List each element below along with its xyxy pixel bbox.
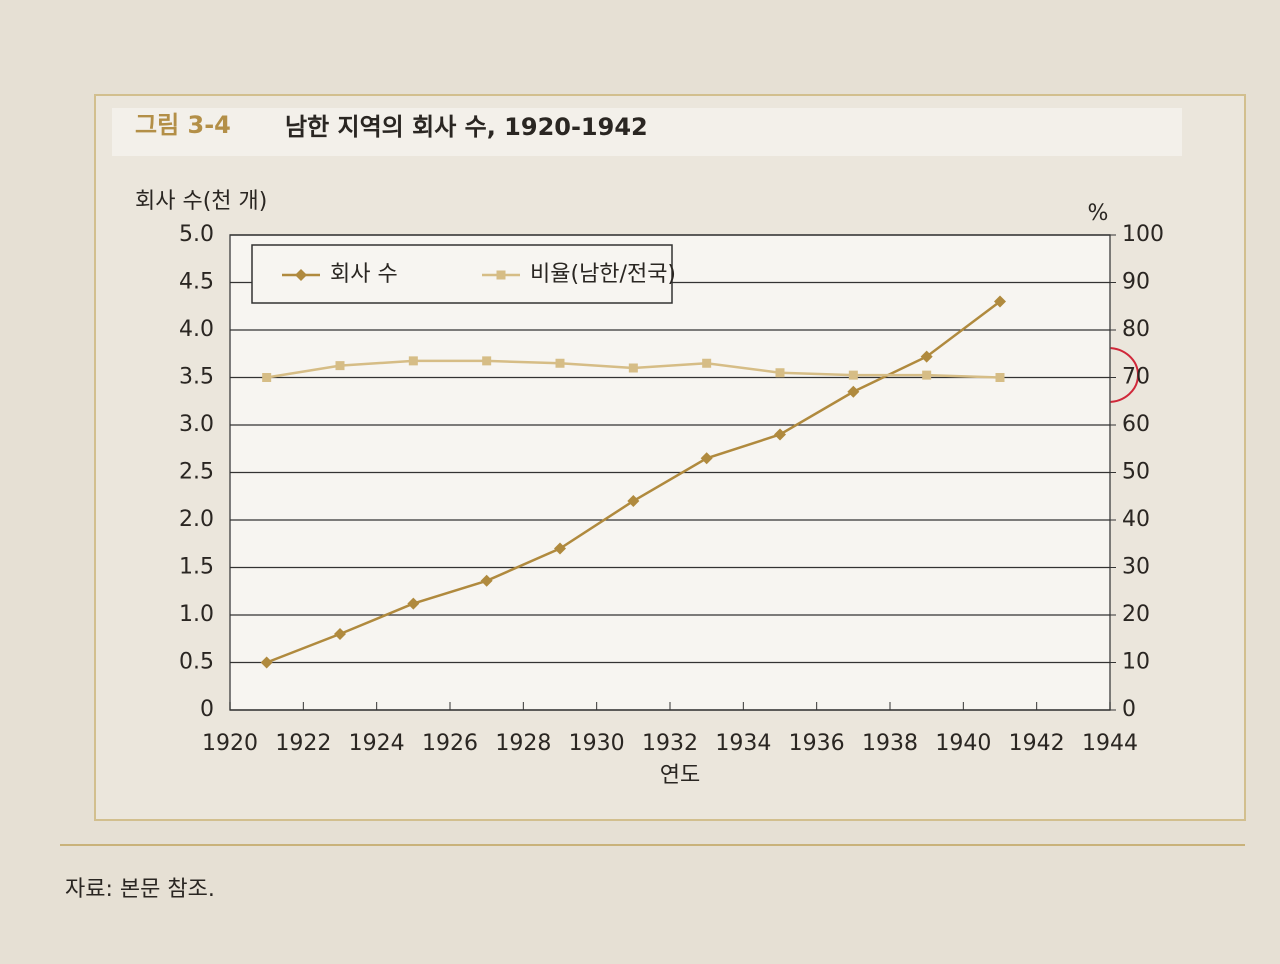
legend-label: 회사 수 (330, 262, 398, 287)
point (994, 295, 1006, 308)
source-note: 자료: 본문 참조. (65, 877, 215, 902)
x-tick-label: 1922 (275, 731, 331, 756)
y2-tick-label: 80 (1122, 317, 1150, 342)
legend-marker (496, 270, 506, 280)
point (920, 350, 933, 363)
legend-label: 비율(남한/전국) (530, 262, 676, 287)
title-band (112, 108, 1182, 156)
y-axis-label: 회사 수(천 개) (135, 189, 267, 214)
point (775, 368, 785, 378)
point (334, 628, 346, 640)
x-tick-label: 1930 (569, 731, 625, 756)
point (554, 542, 566, 555)
y2-tick-label: 30 (1122, 555, 1150, 580)
point (262, 373, 272, 382)
y2-axis-label: % (1088, 201, 1109, 226)
y-tick-label: 0.5 (179, 650, 214, 675)
x-tick-label: 1942 (1009, 731, 1065, 756)
y2-tick-label: 90 (1122, 270, 1150, 295)
figure-label: 그림 3-4 (135, 111, 231, 139)
y-tick-label: 3.5 (179, 365, 214, 390)
x-axis-label: 연도 (660, 763, 700, 788)
point (995, 373, 1005, 382)
point (260, 656, 273, 669)
point (408, 356, 418, 366)
y-tick-label: 5.0 (179, 222, 214, 247)
y-tick-label: 1.5 (179, 555, 214, 580)
point (627, 495, 640, 507)
point (335, 361, 345, 371)
x-tick-label: 1936 (789, 731, 845, 756)
point (407, 597, 420, 610)
point (482, 356, 492, 366)
y-tick-label: 2.5 (179, 460, 214, 485)
x-tick-label: 1926 (422, 731, 478, 756)
y2-tick-label: 0 (1122, 697, 1136, 722)
legend-box (251, 244, 673, 304)
x-tick-label: 1928 (495, 731, 551, 756)
y2-tick-label: 40 (1122, 507, 1150, 532)
x-tick-label: 1938 (862, 731, 918, 756)
point (480, 574, 493, 587)
x-tick-label: 1924 (349, 731, 405, 756)
point (702, 358, 712, 368)
x-tick-label: 1920 (202, 731, 258, 756)
point (774, 428, 786, 441)
y2-tick-label: 10 (1122, 650, 1150, 675)
legend-marker (295, 269, 307, 281)
point (700, 452, 713, 465)
y-tick-label: 2.0 (179, 507, 214, 532)
y2-tick-label: 70 (1122, 365, 1150, 390)
x-tick-label: 1940 (935, 731, 991, 756)
y-tick-label: 3.0 (179, 412, 214, 437)
y2-tick-label: 20 (1122, 602, 1150, 627)
point (848, 370, 858, 380)
x-tick-label: 1944 (1082, 731, 1138, 756)
y-tick-label: 4.0 (179, 317, 214, 342)
point (847, 385, 860, 398)
y-tick-label: 4.5 (179, 270, 214, 295)
y2-tick-label: 60 (1122, 412, 1150, 437)
x-tick-label: 1934 (715, 731, 771, 756)
y-tick-label: 0 (200, 697, 214, 722)
point (922, 370, 932, 380)
chart-title: 남한 지역의 회사 수, 1920-1942 (285, 113, 648, 141)
x-tick-label: 1932 (642, 731, 698, 756)
y-tick-label: 1.0 (179, 602, 214, 627)
point (555, 358, 565, 368)
y2-tick-label: 100 (1122, 222, 1164, 247)
y2-tick-label: 50 (1122, 460, 1150, 485)
point (628, 363, 638, 373)
